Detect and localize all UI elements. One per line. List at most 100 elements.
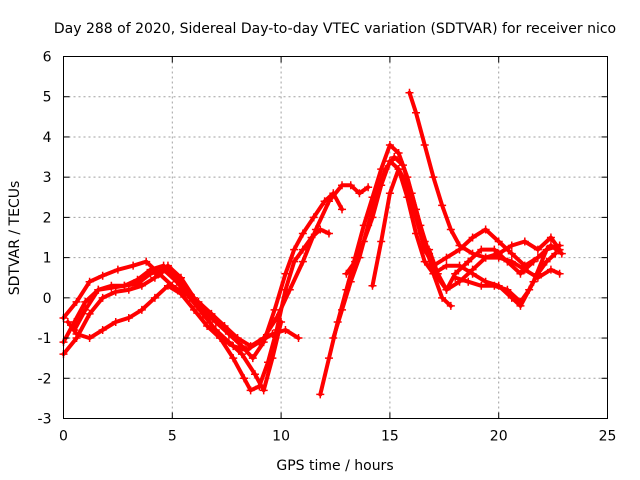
- data-point: [433, 269, 442, 278]
- data-point: [81, 305, 90, 314]
- data-point: [385, 157, 394, 166]
- data-point: [159, 265, 168, 274]
- data-point: [385, 140, 394, 149]
- data-point: [468, 249, 477, 258]
- data-point: [142, 257, 151, 266]
- data-point: [270, 305, 279, 314]
- data-point: [351, 257, 360, 266]
- data-point: [412, 108, 421, 117]
- data-point: [490, 245, 499, 254]
- series-layer: [59, 88, 566, 399]
- x-tick-label: 0: [59, 429, 68, 445]
- data-point: [546, 233, 555, 242]
- data-point: [98, 271, 107, 280]
- y-tick-label: 3: [43, 170, 52, 186]
- data-point: [368, 281, 377, 290]
- data-point: [494, 249, 503, 258]
- data-point: [85, 277, 94, 286]
- data-point: [338, 205, 347, 214]
- data-point: [150, 273, 159, 282]
- data-point: [507, 241, 516, 250]
- data-point: [81, 297, 90, 306]
- chart-title: Day 288 of 2020, Sidereal Day-to-day VTE…: [54, 21, 616, 37]
- data-point: [298, 257, 307, 266]
- data-point: [137, 305, 146, 314]
- plot-frame: [63, 56, 608, 419]
- data-point: [98, 326, 107, 335]
- data-point: [520, 237, 529, 246]
- data-point: [551, 249, 560, 258]
- data-point: [163, 281, 172, 290]
- y-tick-label: -2: [38, 371, 52, 387]
- data-point: [468, 265, 477, 274]
- data-point: [133, 279, 142, 288]
- y-tick-label: 1: [43, 251, 52, 267]
- x-axis-label: GPS time / hours: [276, 458, 393, 474]
- data-point: [546, 265, 555, 274]
- data-point: [425, 245, 434, 254]
- data-point: [533, 245, 542, 254]
- data-point: [150, 293, 159, 302]
- data-point: [240, 374, 249, 383]
- data-point: [359, 237, 368, 246]
- data-point: [477, 245, 486, 254]
- data-point: [394, 165, 403, 174]
- data-point: [377, 237, 386, 246]
- y-axis-label: SDTVAR / TECUs: [7, 181, 23, 296]
- series-track-i: [370, 167, 564, 288]
- axis-ticks: 0 5 10 15 20 25 -3 -2 -1 0 1 2 3 4 5 6: [38, 50, 617, 445]
- series-track-l: [453, 251, 558, 304]
- data-point: [438, 201, 447, 210]
- data-point: [346, 277, 355, 286]
- data-point: [403, 181, 412, 190]
- data-point: [338, 181, 347, 190]
- data-point: [481, 225, 490, 234]
- data-point: [185, 293, 194, 302]
- data-point: [446, 225, 455, 234]
- data-point: [94, 285, 103, 294]
- data-point: [533, 253, 542, 262]
- y-tick-label: 5: [43, 90, 52, 106]
- data-point: [446, 301, 455, 310]
- data-point: [124, 313, 133, 322]
- data-point: [259, 386, 268, 395]
- x-tick-label: 5: [168, 429, 177, 445]
- data-point: [342, 269, 351, 278]
- data-point: [412, 213, 421, 222]
- data-point: [163, 261, 172, 270]
- data-point: [494, 237, 503, 246]
- data-point: [198, 309, 207, 318]
- y-tick-label: -1: [38, 331, 52, 347]
- data-point: [533, 269, 542, 278]
- data-point: [516, 269, 525, 278]
- data-point: [277, 317, 286, 326]
- data-point: [246, 386, 255, 395]
- data-point: [490, 281, 499, 290]
- data-point: [346, 181, 355, 190]
- data-point: [107, 281, 116, 290]
- data-point: [368, 213, 377, 222]
- x-tick-label: 20: [490, 429, 508, 445]
- data-point: [290, 245, 299, 254]
- data-point: [477, 281, 486, 290]
- data-point: [137, 281, 146, 290]
- data-point: [224, 338, 233, 347]
- data-point: [455, 261, 464, 270]
- data-point: [390, 153, 399, 162]
- x-tick-label: 10: [272, 429, 290, 445]
- data-point: [329, 189, 338, 198]
- data-point: [129, 261, 138, 270]
- data-point: [316, 225, 325, 234]
- data-point: [420, 257, 429, 266]
- data-point: [442, 253, 451, 262]
- data-point: [455, 241, 464, 250]
- data-point: [85, 309, 94, 318]
- data-point: [250, 370, 259, 379]
- data-point: [268, 330, 277, 339]
- data-point: [281, 326, 290, 335]
- data-point: [420, 140, 429, 149]
- data-point: [507, 257, 516, 266]
- data-point: [255, 338, 264, 347]
- data-point: [507, 249, 516, 258]
